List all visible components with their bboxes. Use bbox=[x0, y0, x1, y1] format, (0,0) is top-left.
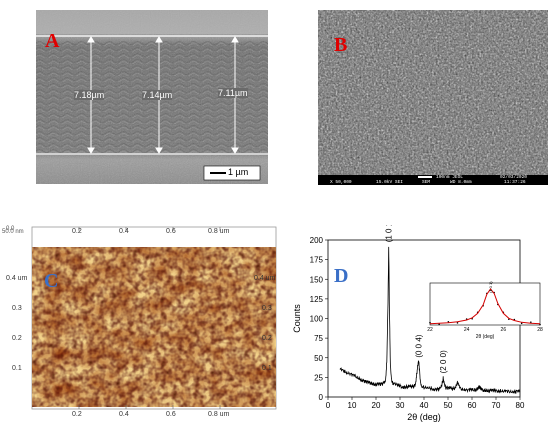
peak-label: (0 0 4) bbox=[415, 334, 424, 357]
sem-top-view-image bbox=[318, 10, 548, 185]
y-tick-label: 125 bbox=[310, 295, 324, 304]
xrd-main-trace-group bbox=[339, 246, 521, 395]
panel-letter-d: D bbox=[334, 265, 349, 287]
y-tick-label: 100 bbox=[310, 315, 324, 324]
afm-frame bbox=[31, 226, 277, 410]
info-mode: SEM bbox=[422, 180, 431, 185]
afm-right-tick: 0.3 bbox=[262, 305, 272, 312]
x-tick-label: 20 bbox=[372, 401, 381, 410]
x-axis-label: 2θ (deg) bbox=[407, 412, 441, 422]
afm-origin-label: 0.0 bbox=[6, 226, 15, 232]
peak-label: (2 0 0) bbox=[439, 350, 448, 373]
xrd-panel: 0 10 20 30 40 50 60 70 80 0 25 50 75 100 125 150 175 200 2… bbox=[288, 219, 550, 425]
xrd-chart: 0 10 20 30 40 50 60 70 80 0 25 50 75 100 125 150 175 200 2… bbox=[292, 219, 543, 422]
afm-bottom-tick: 0.2 bbox=[72, 411, 82, 418]
afm-top-tick: 0.2 bbox=[72, 228, 82, 235]
y-tick-label: 150 bbox=[310, 275, 324, 284]
y-tick-label: 50 bbox=[314, 354, 323, 363]
panel-letter-c: C bbox=[44, 270, 59, 292]
afm-left-tick: 0.2 bbox=[12, 335, 22, 342]
inset-data-point bbox=[456, 322, 459, 324]
inset-peak-label: (1 0 1) bbox=[488, 281, 493, 293]
peak-label: (1 0 1) bbox=[385, 225, 394, 242]
inset-data-point bbox=[438, 323, 440, 325]
y-tick-label: 200 bbox=[310, 236, 324, 245]
sem-cross-section-panel: A 7.18µm 7.14µm 7.11µm 1 µm bbox=[36, 10, 268, 184]
scale-bar-box bbox=[203, 165, 261, 181]
afm-top-tick: 0.6 bbox=[166, 228, 176, 235]
panel-letter-b: B bbox=[334, 34, 348, 56]
info-scale: 100nm JEOL bbox=[436, 175, 464, 180]
y-tick-label: 175 bbox=[310, 256, 324, 265]
inset-x-axis-label: 2θ (deg) bbox=[476, 334, 495, 340]
afm-bottom-tick: 0.4 bbox=[119, 411, 129, 418]
info-magnification: X 50,000 bbox=[330, 180, 352, 185]
inset-fit-line bbox=[429, 288, 541, 325]
afm-z-scale-label: 50.0 nm bbox=[2, 229, 24, 235]
xrd-inset: 22 24 26 28 2θ (deg) (1 0 1) bbox=[427, 281, 543, 340]
afm-top-tick: 0.8 um bbox=[208, 228, 230, 235]
afm-left-tick: 0.3 bbox=[12, 305, 22, 312]
sem-top-view-panel: B 100nm JEOL 02/03/2020 X 50,000 15.0kV … bbox=[318, 10, 548, 185]
afm-left-tick: 0.4 um bbox=[6, 275, 28, 282]
afm-bottom-tick: 0.8 um bbox=[208, 411, 230, 418]
y-tick-label: 25 bbox=[314, 373, 323, 382]
scale-bar-label: 1 µm bbox=[228, 167, 249, 177]
inset-x-tick-label: 26 bbox=[501, 327, 507, 333]
xrd-peak-labels: (1 0 1) (0 0 4) (2 0 0) bbox=[385, 219, 448, 374]
info-voltage: 15.0kV SEI bbox=[376, 180, 404, 185]
inset-x-tick-label: 22 bbox=[427, 327, 433, 333]
thickness-label-3: 7.11µm bbox=[218, 88, 248, 98]
panel-letter-a: A bbox=[45, 30, 60, 52]
y-axis-label: Counts bbox=[292, 304, 302, 333]
x-tick-label: 0 bbox=[326, 401, 331, 410]
x-tick-label: 70 bbox=[492, 401, 501, 410]
afm-right-tick: 0.4 um bbox=[254, 275, 276, 282]
x-tick-label: 50 bbox=[444, 401, 453, 410]
x-tick-label: 80 bbox=[516, 401, 525, 410]
inset-data-point bbox=[429, 321, 431, 324]
afm-panel: C 50.0 nm 0.0 0.2 0.4 0.6 0.8 um 0.2 0.4… bbox=[0, 215, 285, 425]
y-tick-label: 0 bbox=[319, 393, 324, 402]
xrd-main-series-line bbox=[339, 246, 521, 395]
inset-data-point bbox=[447, 320, 450, 323]
afm-top-tick: 0.4 bbox=[119, 228, 129, 235]
x-tick-label: 10 bbox=[348, 401, 357, 410]
inset-frame bbox=[429, 282, 541, 326]
inset-x-tick-label: 28 bbox=[537, 327, 543, 333]
afm-left-tick: 0.1 bbox=[12, 365, 22, 372]
y-tick-label: 75 bbox=[314, 334, 323, 343]
info-time: 11:37:26 bbox=[504, 180, 526, 185]
info-working-distance: WD 8.0mm bbox=[450, 180, 472, 185]
xrd-main-axes: 0 10 20 30 40 50 60 70 80 0 25 50 75 100 125 150 175 200 2… bbox=[292, 236, 525, 422]
x-tick-label: 40 bbox=[420, 401, 429, 410]
afm-right-tick: 0.1 bbox=[262, 365, 272, 372]
sem-info-bar: 100nm JEOL 02/03/2020 X 50,000 15.0kV SE… bbox=[318, 175, 548, 185]
inset-data-point bbox=[539, 323, 541, 326]
afm-right-tick: 0.2 bbox=[262, 335, 272, 342]
x-tick-label: 60 bbox=[468, 401, 477, 410]
inset-data-point bbox=[530, 321, 532, 323]
thickness-label-2: 7.14µm bbox=[142, 90, 173, 100]
afm-bottom-tick: 0.6 bbox=[166, 411, 176, 418]
info-date: 02/03/2020 bbox=[500, 175, 528, 180]
x-tick-label: 30 bbox=[396, 401, 405, 410]
inset-data-point bbox=[520, 322, 523, 325]
inset-x-tick-label: 24 bbox=[464, 327, 470, 333]
thickness-label-1: 7.18µm bbox=[74, 90, 105, 100]
